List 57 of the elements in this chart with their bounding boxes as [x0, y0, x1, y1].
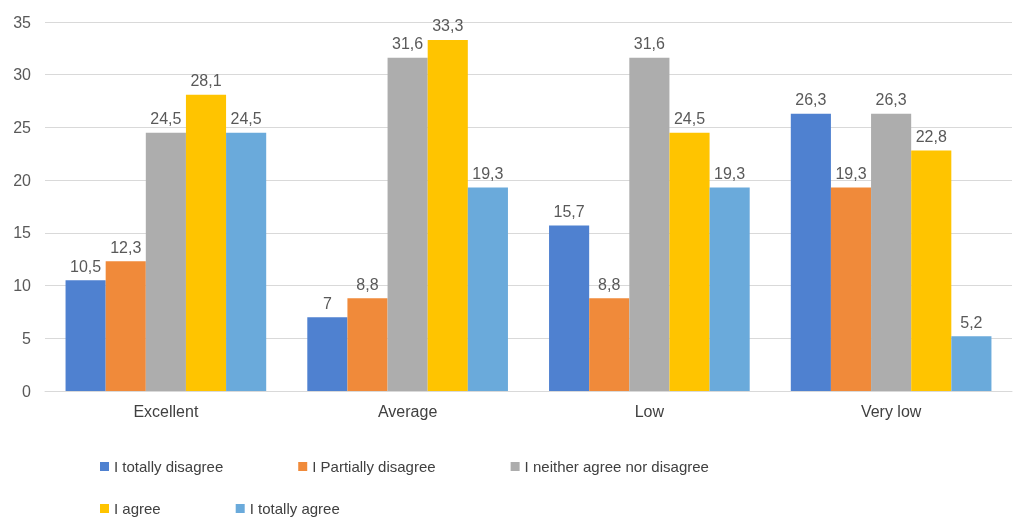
data-label: 5,2: [960, 313, 983, 331]
data-label: 26,3: [875, 91, 907, 109]
bar: [185, 94, 227, 391]
data-label: 24,5: [673, 110, 706, 128]
data-label: 24,5: [150, 110, 182, 128]
data-label: 10,5: [70, 257, 102, 275]
data-label: 24,5: [230, 110, 262, 128]
legend-label: I totally agree: [249, 500, 340, 517]
y-tick-label: 0: [22, 382, 32, 400]
bar: [951, 336, 992, 391]
bar: [226, 132, 267, 391]
x-tick-label: Very low: [860, 402, 922, 420]
y-tick-label: 30: [13, 66, 32, 84]
bar: [65, 280, 106, 391]
bar: [830, 187, 872, 391]
data-label: 7: [322, 294, 332, 312]
data-label: 19,3: [835, 165, 867, 183]
data-label: 33,3: [432, 17, 464, 35]
y-tick-label: 5: [22, 329, 32, 347]
data-label: 26,3: [795, 91, 827, 109]
y-tick-label: 10: [13, 277, 32, 295]
legend-label: I agree: [114, 500, 161, 517]
y-tick-label: 25: [13, 118, 32, 136]
bar: [871, 113, 912, 391]
data-label: 8,8: [598, 275, 621, 293]
bar: [911, 150, 952, 391]
bar: [387, 57, 428, 391]
bar: [790, 113, 831, 391]
data-label: 15,7: [553, 202, 585, 220]
x-tick-label: Excellent: [133, 402, 199, 420]
bar: [105, 261, 146, 391]
legend-label: I Partially disagree: [312, 458, 436, 475]
data-label: 22,8: [915, 128, 947, 146]
bar: [145, 132, 186, 391]
bar: [709, 187, 750, 391]
bar: [589, 298, 630, 391]
y-tick-label: 35: [13, 13, 32, 31]
x-tick-label: Average: [377, 402, 438, 420]
bar: [307, 317, 348, 391]
legend-label: I neither agree nor disagree: [524, 458, 709, 475]
data-label: 28,1: [190, 72, 222, 90]
y-tick-label: 15: [13, 224, 32, 242]
data-label: 19,3: [714, 165, 746, 183]
legend-label: I totally disagree: [114, 458, 224, 475]
data-label: 31,6: [633, 35, 666, 53]
data-label: 12,3: [110, 238, 142, 256]
bar: [347, 298, 388, 391]
y-tick-label: 20: [13, 171, 32, 189]
bar: [549, 225, 590, 391]
data-label: 19,3: [472, 165, 504, 183]
bar: [669, 132, 710, 391]
bar: [467, 187, 508, 391]
data-label: 31,6: [392, 35, 424, 53]
x-tick-label: Low: [634, 402, 665, 420]
data-label: 8,8: [356, 275, 379, 293]
bar: [629, 57, 670, 391]
bar: [427, 39, 468, 391]
